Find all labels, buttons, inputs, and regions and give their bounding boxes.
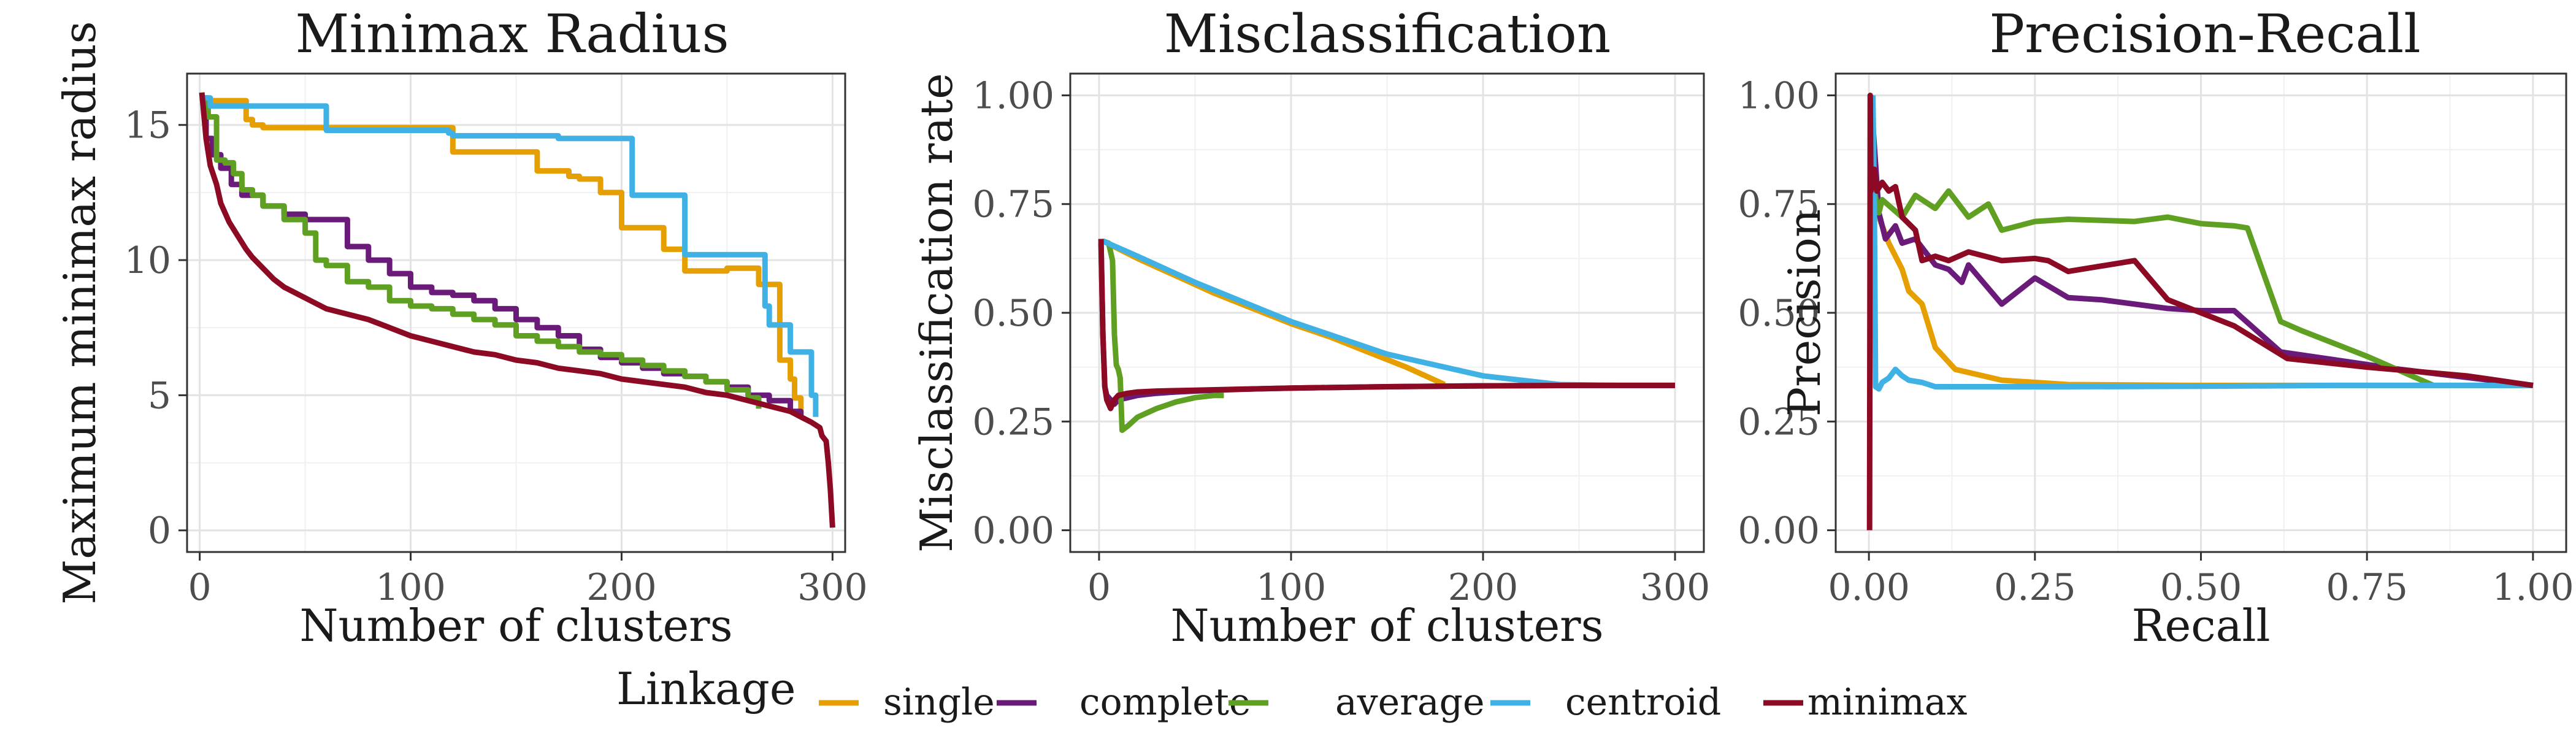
x-tick-label: 100 — [375, 566, 446, 609]
x-tick-label: 0 — [1087, 566, 1111, 609]
x-tick-label: 0.75 — [2326, 566, 2408, 609]
series-line-single — [202, 95, 804, 412]
y-tick-label: 0.50 — [972, 292, 1054, 335]
series-line-average — [1102, 238, 1224, 433]
y-axis-label: Maximum minimax radius — [54, 21, 105, 604]
panels: 0 100 200 300 0 5 10 15 Minimax Radius Number of … — [54, 4, 2574, 651]
y-tick-label: 0.00 — [972, 510, 1054, 553]
legend-label-complete: complete — [1079, 681, 1251, 724]
x-tick-label: 300 — [1640, 566, 1711, 609]
legend: Linkage single complete average centroid… — [616, 663, 1968, 724]
y-tick-label: 5 — [148, 374, 171, 417]
series-line-centroid — [202, 95, 819, 417]
legend-label-single: single — [883, 681, 995, 724]
legend-item-complete: complete — [997, 681, 1251, 724]
x-tick-label: 0.25 — [1994, 566, 2076, 609]
series-line-complete — [1098, 243, 1675, 407]
x-tick-label: 0.50 — [2160, 566, 2242, 609]
series-line-minimax — [1098, 239, 1675, 412]
x-tick-label: 200 — [1448, 566, 1519, 609]
y-tick-label: 1.00 — [972, 74, 1054, 117]
legend-item-centroid: centroid — [1490, 681, 1721, 724]
panel-title: Misclassification — [1164, 4, 1611, 65]
panel-2: 0 100 200 3000.000.250.500.751.00Misclassif… — [911, 4, 1710, 651]
x-tick-label: 200 — [586, 566, 657, 609]
series-line-single — [1868, 95, 2533, 388]
legend-item-single: single — [819, 681, 995, 724]
y-tick-label: 0.00 — [1738, 510, 1820, 553]
x-tick-label: 100 — [1256, 566, 1327, 609]
legend-item-average: average — [1229, 681, 1485, 724]
y-tick-label: 0.75 — [972, 183, 1054, 226]
x-tick-label: 1.00 — [2492, 566, 2574, 609]
legend-item-minimax: minimax — [1763, 681, 1968, 724]
y-tick-label: 10 — [125, 239, 171, 282]
x-tick-label: 300 — [797, 566, 868, 609]
panel-border — [186, 72, 846, 553]
x-axis-label: Number of clusters — [299, 600, 732, 651]
x-axis-label: Number of clusters — [1170, 600, 1603, 651]
series-line-average — [202, 95, 762, 409]
y-tick-label: 15 — [125, 104, 171, 147]
panel-title: Minimax Radius — [295, 4, 729, 65]
y-tick-label: 0.25 — [1738, 401, 1820, 443]
legend-label-centroid: centroid — [1565, 681, 1721, 724]
series-line-complete — [1868, 95, 2534, 388]
y-tick-label: 0.75 — [1738, 183, 1820, 226]
y-axis-label: Precision — [1779, 209, 1830, 417]
x-axis-label: Recall — [2131, 600, 2270, 651]
legend-label-minimax: minimax — [1807, 681, 1968, 724]
panel-border — [1069, 72, 1705, 553]
y-axis-label: Misclassification rate — [911, 73, 962, 553]
y-tick-label: 1.00 — [1738, 74, 1820, 117]
y-tick-label: 0.25 — [972, 401, 1054, 443]
x-tick-label: 0.00 — [1828, 566, 1910, 609]
x-tick-label: 0 — [188, 566, 212, 609]
series-line-minimax — [1866, 93, 2534, 531]
panel-border — [1834, 72, 2567, 553]
legend-title: Linkage — [616, 663, 795, 715]
y-tick-label: 0.50 — [1738, 292, 1820, 335]
panel-3: 0.00 0.25 0.50 0.75 1.00 0.00 0.25 0.50 0.75 1.00… — [1738, 4, 2574, 651]
panel-1: 0 100 200 300 0 5 10 15 Minimax Radius Number of … — [54, 4, 868, 651]
legend-label-average: average — [1335, 681, 1485, 724]
series-line-minimax — [199, 92, 835, 528]
y-tick-label: 0 — [148, 510, 171, 553]
series-line-average — [1868, 95, 2435, 388]
panel-title: Precision-Recall — [1989, 4, 2421, 65]
series-line-centroid — [1870, 95, 2533, 392]
